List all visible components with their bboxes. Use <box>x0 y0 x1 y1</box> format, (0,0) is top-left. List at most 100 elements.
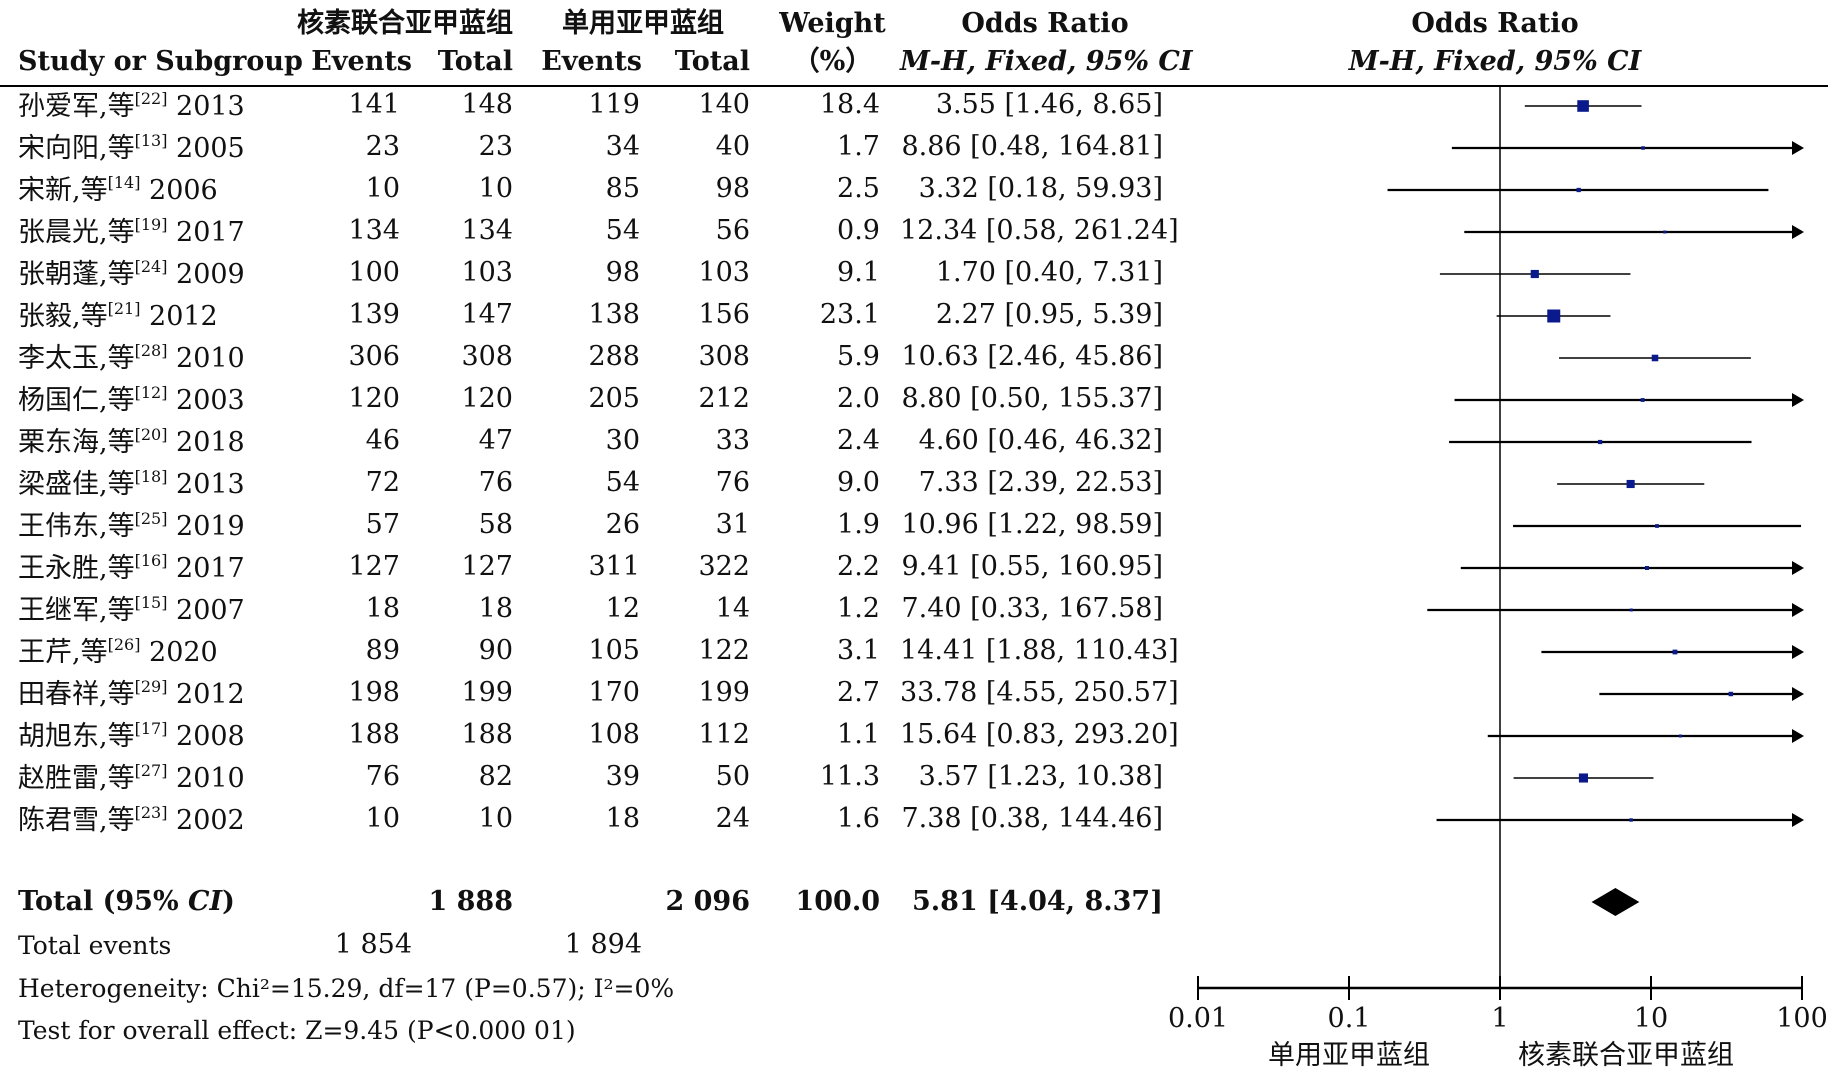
total-events-ctrl: 1 894 <box>564 929 642 960</box>
weight-cell: 23.1 <box>819 299 880 330</box>
or-ci-cell: 1.70 [0.40, 7.31] <box>935 257 1163 288</box>
study-label: 梁盛佳,等[18] 2013 <box>18 469 245 500</box>
study-label: 孙爱军,等[22] 2013 <box>18 89 245 121</box>
or-ci-cell: 7.33 [2.39, 22.53] <box>918 467 1163 498</box>
weight-cell: 1.2 <box>837 593 880 624</box>
study-ref: [22] <box>134 89 168 108</box>
exp-events-cell: 89 <box>365 635 400 666</box>
or-column-title: Odds Ratio <box>961 8 1129 39</box>
ctrl-events-cell: 170 <box>588 677 640 708</box>
ctrl-events-cell: 26 <box>605 509 640 540</box>
point-estimate-square <box>1678 734 1682 738</box>
or-ci-cell: 10.96 [1.22, 98.59] <box>901 509 1163 540</box>
total-or-text: 5.81 [4.04, 8.37] <box>911 886 1163 917</box>
study-label: 栗东海,等[20] 2018 <box>18 425 245 458</box>
ctrl-events-cell: 54 <box>605 215 640 246</box>
point-estimate-square <box>1728 691 1734 697</box>
study-label: 张毅,等[21] 2012 <box>18 299 218 332</box>
or-method-header: M-H, Fixed, 95% CI <box>900 46 1193 77</box>
ctrl-total-cell: 103 <box>698 257 750 288</box>
ctrl-total-cell: 33 <box>715 425 750 456</box>
study-year: 2006 <box>140 175 218 206</box>
study-year: 2009 <box>167 259 245 290</box>
weight-cell: 9.0 <box>837 467 880 498</box>
or-ci-cell: 14.41 [1.88, 110.43] <box>900 635 1179 666</box>
favours-left-label: 单用亚甲蓝组 <box>1268 1040 1430 1071</box>
study-year: 2002 <box>167 805 245 836</box>
weight-cell: 11.3 <box>819 761 880 792</box>
study-ref: [23] <box>134 803 168 822</box>
study-author: 田春祥,等 <box>18 679 135 710</box>
weight-cell: 18.4 <box>819 89 880 120</box>
study-author: 王永胜,等 <box>18 553 135 584</box>
study-author: 宋新,等 <box>18 175 108 206</box>
study-ref: [20] <box>134 425 168 444</box>
exp-total-cell: 134 <box>461 215 513 246</box>
weight-cell: 1.9 <box>837 509 880 540</box>
ctrl-total-cell: 76 <box>715 467 750 498</box>
study-author: 栗东海,等 <box>18 427 135 458</box>
study-year: 2020 <box>140 637 218 668</box>
total-weight: 100.0 <box>795 886 880 917</box>
study-ref: [27] <box>134 761 168 780</box>
point-estimate-square <box>1672 649 1678 655</box>
ctrl-events-cell: 39 <box>605 761 640 792</box>
exp-total-cell: 82 <box>478 761 513 792</box>
study-label: 王继军,等[15] 2007 <box>18 595 245 626</box>
study-author: 李太玉,等 <box>18 343 135 374</box>
study-label: 张晨光,等[19] 2017 <box>18 215 245 247</box>
or-ci-cell: 7.38 [0.38, 144.46] <box>901 803 1163 834</box>
study-year: 2017 <box>167 553 245 584</box>
ctrl-events-cell: 12 <box>605 593 640 624</box>
weight-cell: 2.5 <box>837 173 880 204</box>
study-year: 2012 <box>140 301 218 332</box>
weight-cell: 9.1 <box>837 257 880 288</box>
weight-cell: 2.4 <box>837 425 880 456</box>
exp-total-cell: 90 <box>478 635 513 666</box>
study-ref: [19] <box>134 215 168 234</box>
exp-events-cell: 10 <box>365 803 400 834</box>
ctrl-total-cell: 40 <box>715 131 750 162</box>
ctrl-events-cell: 311 <box>588 551 640 582</box>
study-year: 2018 <box>167 427 245 458</box>
total-ctrl-total: 2 096 <box>665 886 750 917</box>
point-estimate-square <box>1645 565 1650 571</box>
exp-events-cell: 139 <box>348 299 400 330</box>
ctrl-total-header: Total <box>674 46 750 77</box>
or-ci-cell: 12.34 [0.58, 261.24] <box>900 215 1179 246</box>
exp-total-cell: 58 <box>478 509 513 540</box>
ctrl-events-cell: 34 <box>605 131 640 162</box>
summary-diamond <box>1591 888 1640 916</box>
ctrl-events-cell: 105 <box>588 635 640 666</box>
ctrl-total-cell: 98 <box>715 173 750 204</box>
or-ci-cell: 3.57 [1.23, 10.38] <box>918 761 1163 792</box>
point-estimate-square <box>1597 439 1603 445</box>
or-ci-cell: 3.32 [0.18, 59.93] <box>918 173 1163 204</box>
x-tick-label: 1 <box>1491 1003 1509 1034</box>
or-ci-cell: 10.63 [2.46, 45.86] <box>901 341 1163 372</box>
exp-events-cell: 46 <box>365 425 400 456</box>
study-author: 张朝蓬,等 <box>18 259 135 290</box>
study-ref: [12] <box>134 383 168 402</box>
ctrl-events-cell: 108 <box>588 719 640 750</box>
ctrl-total-cell: 14 <box>715 593 750 624</box>
study-ref: [21] <box>107 299 141 318</box>
exp-total-cell: 127 <box>461 551 513 582</box>
ctrl-events-cell: 205 <box>588 383 640 414</box>
weight-cell: 2.2 <box>837 551 880 582</box>
ctrl-total-cell: 24 <box>715 803 750 834</box>
exp-total-cell: 10 <box>478 803 513 834</box>
weight-cell: 1.1 <box>837 719 880 750</box>
exp-total-cell: 308 <box>461 341 513 372</box>
exp-total-cell: 10 <box>478 173 513 204</box>
study-label: 田春祥,等[29] 2012 <box>18 679 245 710</box>
ctrl-total-cell: 212 <box>698 383 750 414</box>
ctrl-total-cell: 322 <box>698 551 750 582</box>
exp-events-cell: 188 <box>348 719 400 750</box>
weight-cell: 1.6 <box>837 803 880 834</box>
or-ci-cell: 33.78 [4.55, 250.57] <box>900 677 1179 708</box>
study-author: 梁盛佳,等 <box>18 469 135 500</box>
favours-right-label: 核素联合亚甲蓝组 <box>1518 1040 1734 1071</box>
study-author: 王继军,等 <box>18 595 135 626</box>
study-year: 2008 <box>167 721 245 752</box>
